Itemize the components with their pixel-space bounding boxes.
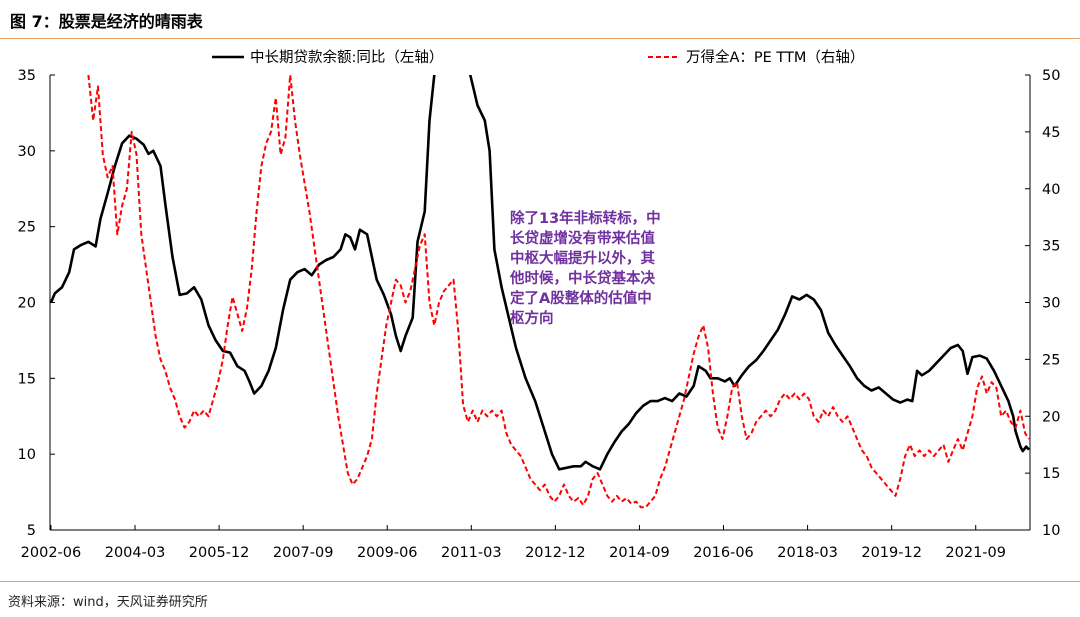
left-tick-label: 35 <box>18 68 36 84</box>
left-tick-label: 25 <box>18 220 36 236</box>
right-tick-label: 40 <box>1042 182 1060 198</box>
x-tick-label: 2018-03 <box>777 545 838 561</box>
annotation-line: 定了A股整体的估值中 <box>510 289 652 307</box>
x-tick-label: 2012-12 <box>525 545 586 561</box>
chart-annotation: 除了13年非标转标，中长贷虚增没有带来估值中枢大幅提升以外，其他时候，中长贷基本… <box>509 209 661 327</box>
left-tick-label: 15 <box>18 371 36 387</box>
footer-divider <box>0 581 1080 582</box>
x-tick-label: 2014-09 <box>609 545 670 561</box>
x-tick-label: 2002-06 <box>21 545 82 561</box>
line-chart: 5 10 15 20 25 30 35 10 15 20 25 30 35 40 45 50 2002-06 20… <box>18 48 1061 561</box>
right-tick-label: 35 <box>1042 239 1060 255</box>
right-tick-label: 10 <box>1042 523 1060 539</box>
right-tick-label: 25 <box>1042 352 1060 368</box>
legend-label-loan: 中长期贷款余额:同比（左轴） <box>250 48 443 66</box>
legend-label-pe: 万得全A：PE TTM（右轴） <box>686 48 864 66</box>
right-tick-label: 15 <box>1042 466 1060 482</box>
chart-series <box>50 75 1030 509</box>
annotation-line: 中枢大幅提升以外，其 <box>510 249 655 267</box>
x-tick-label: 2016-06 <box>693 545 754 561</box>
title-divider <box>0 38 1080 39</box>
left-tick-label: 20 <box>18 296 36 312</box>
figure-title: 图 7：股票是经济的晴雨表 <box>10 12 203 31</box>
annotation-line: 枢方向 <box>510 309 554 327</box>
left-tick-label: 5 <box>27 523 36 539</box>
annotation-line: 长贷虚增没有带来估值 <box>510 229 655 247</box>
x-tick-label: 2019-12 <box>861 545 922 561</box>
x-tick-label: 2005-12 <box>189 545 250 561</box>
x-tick-label: 2004-03 <box>105 545 166 561</box>
x-tick-label: 2021-09 <box>945 545 1006 561</box>
x-tick-label: 2011-03 <box>441 545 502 561</box>
chart-legend: 中长期贷款余额:同比（左轴） 万得全A：PE TTM（右轴） <box>212 48 864 66</box>
right-tick-label: 45 <box>1042 125 1060 141</box>
source-note: 资料来源：wind，天风证券研究所 <box>8 595 208 610</box>
annotation-line: 他时候，中长贷基本决 <box>509 269 655 287</box>
loan-growth-line <box>50 75 1030 471</box>
left-tick-label: 10 <box>18 447 36 463</box>
left-tick-label: 30 <box>18 144 36 160</box>
annotation-line: 除了13年非标转标，中 <box>510 209 661 227</box>
right-tick-label: 30 <box>1042 296 1060 312</box>
chart-ticks: 5 10 15 20 25 30 35 10 15 20 25 30 35 40 45 50 2002-06 20… <box>18 68 1061 561</box>
x-tick-label: 2007-09 <box>273 545 334 561</box>
pe-ttm-line <box>87 75 1030 509</box>
right-tick-label: 20 <box>1042 409 1060 425</box>
right-tick-label: 50 <box>1042 68 1060 84</box>
x-tick-label: 2009-06 <box>357 545 418 561</box>
